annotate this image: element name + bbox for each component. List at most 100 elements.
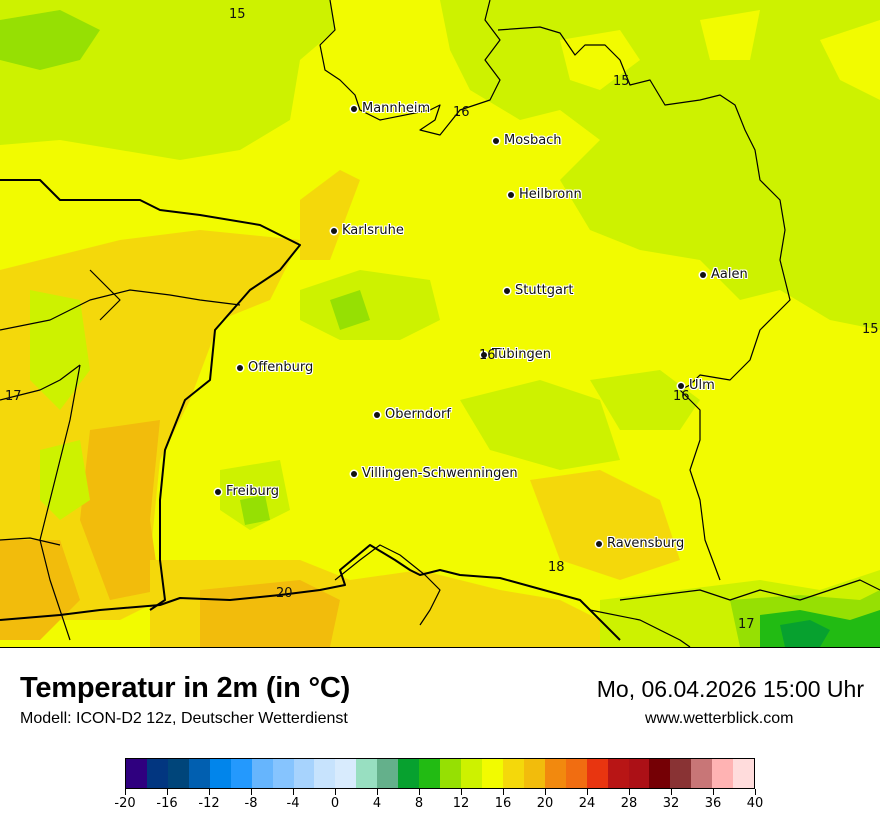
tick-mark <box>334 789 336 795</box>
city-dot-icon <box>678 382 684 389</box>
city-marker-offenburg: Offenburg <box>237 360 313 375</box>
tick-mark <box>418 789 420 795</box>
city-marker-mannheim: Mannheim <box>351 101 430 116</box>
colorbar-segment <box>419 759 441 788</box>
city-dot-icon <box>596 540 602 547</box>
tick-label: -20 <box>114 796 136 811</box>
city-marker-aalen: Aalen <box>700 267 748 282</box>
colorbar-segment <box>293 759 315 788</box>
city-dot-icon <box>237 364 243 371</box>
city-label: Mannheim <box>362 101 431 116</box>
city-dot-icon <box>374 411 380 418</box>
colorbar-segment <box>565 759 587 788</box>
tick-label: 16 <box>494 796 512 811</box>
city-label: Heilbronn <box>519 187 582 202</box>
tick-mark <box>250 789 252 795</box>
city-marker-tuebingen: Tübingen <box>481 347 551 362</box>
city-marker-oberndorf: Oberndorf <box>374 407 451 422</box>
colorbar-segment <box>628 759 650 788</box>
colorbar-segment <box>670 759 692 788</box>
contour-label: 17 <box>738 617 755 632</box>
city-label: Oberndorf <box>385 407 451 422</box>
contour-label: 16 <box>479 348 496 363</box>
tick-label: 0 <box>330 796 340 811</box>
city-marker-heilbronn: Heilbronn <box>508 187 582 202</box>
temperature-map: Mannheim Mosbach Heilbronn Karlsruhe Aal… <box>0 0 880 648</box>
colorbar-segment <box>230 759 252 788</box>
colorbar-segment <box>440 759 461 788</box>
colorbar-segment <box>586 759 608 788</box>
colorbar-segment <box>356 759 378 788</box>
contour-label: 16 <box>453 105 470 120</box>
colorbar-segment <box>733 759 755 788</box>
contour-label: 20 <box>276 586 293 601</box>
city-dot-icon <box>504 287 510 294</box>
tick-mark <box>376 789 378 795</box>
colorbar-segment <box>126 759 147 788</box>
city-label: Karlsruhe <box>342 223 404 238</box>
city-label: Stuttgart <box>515 283 574 298</box>
city-dot-icon <box>700 271 706 278</box>
tick-mark <box>628 789 630 795</box>
contour-label: 17 <box>5 389 22 404</box>
contour-label: 15 <box>613 74 630 89</box>
city-dot-icon <box>351 105 357 112</box>
tick-label: 36 <box>704 796 722 811</box>
city-dot-icon <box>331 227 337 234</box>
model-subtitle: Modell: ICON-D2 12z, Deutscher Wetterdie… <box>20 710 348 727</box>
colorbar-segment <box>209 759 231 788</box>
tick-mark <box>502 789 504 795</box>
tick-label: 28 <box>620 796 638 811</box>
colorbar-segment <box>712 759 734 788</box>
tick-mark <box>712 789 714 795</box>
city-marker-ravensburg: Ravensburg <box>596 536 684 551</box>
tick-mark <box>460 789 462 795</box>
colorbar-ticks: -20 -16 -12 -8 -4 0 4 8 12 16 20 24 28 32 36 40 <box>114 789 763 819</box>
colorbar-segment <box>377 759 399 788</box>
tick-label: 40 <box>746 796 764 811</box>
contour-label: 16 <box>673 389 690 404</box>
temperature-colorbar <box>125 758 755 789</box>
tick-mark <box>754 789 756 795</box>
city-marker-villingen-schwenningen: Villingen-Schwenningen <box>351 466 518 481</box>
contour-label: 15 <box>229 7 246 22</box>
city-label: Villingen-Schwenningen <box>362 466 518 481</box>
tick-mark <box>124 789 126 795</box>
colorbar-segment <box>481 759 503 788</box>
colorbar-segment <box>649 759 671 788</box>
tick-label: 32 <box>662 796 680 811</box>
tick-mark <box>166 789 168 795</box>
contour-label: 15 <box>862 322 879 337</box>
tick-label: -8 <box>244 796 258 811</box>
colorbar-segment <box>167 759 189 788</box>
city-label: Mosbach <box>504 133 562 148</box>
colorbar-segment <box>523 759 545 788</box>
city-label: Aalen <box>711 267 748 282</box>
website-link[interactable]: www.wetterblick.com <box>645 710 794 727</box>
city-dot-icon <box>508 191 514 198</box>
city-label: Offenburg <box>248 360 314 375</box>
temperature-field <box>0 0 880 647</box>
city-marker-stuttgart: Stuttgart <box>504 283 573 298</box>
city-marker-freiburg: Freiburg <box>215 484 279 499</box>
colorbar-segment <box>251 759 273 788</box>
tick-label: -12 <box>198 796 220 811</box>
tick-label: 8 <box>414 796 424 811</box>
city-dot-icon <box>215 488 221 495</box>
tick-mark <box>292 789 294 795</box>
colorbar-segment <box>314 759 336 788</box>
tick-label: 20 <box>536 796 554 811</box>
colorbar-segment <box>461 759 482 788</box>
tick-label: -4 <box>286 796 300 811</box>
tick-label: 4 <box>372 796 382 811</box>
city-label: Ravensburg <box>607 536 685 551</box>
city-dot-icon <box>493 137 499 144</box>
city-dot-icon <box>481 351 487 358</box>
colorbar-segment <box>502 759 524 788</box>
city-dot-icon <box>351 470 357 477</box>
tick-mark <box>670 789 672 795</box>
colorbar-segment <box>272 759 294 788</box>
city-marker-ulm: Ulm <box>678 378 715 393</box>
colorbar-segment <box>146 759 168 788</box>
tick-label: -16 <box>156 796 178 811</box>
